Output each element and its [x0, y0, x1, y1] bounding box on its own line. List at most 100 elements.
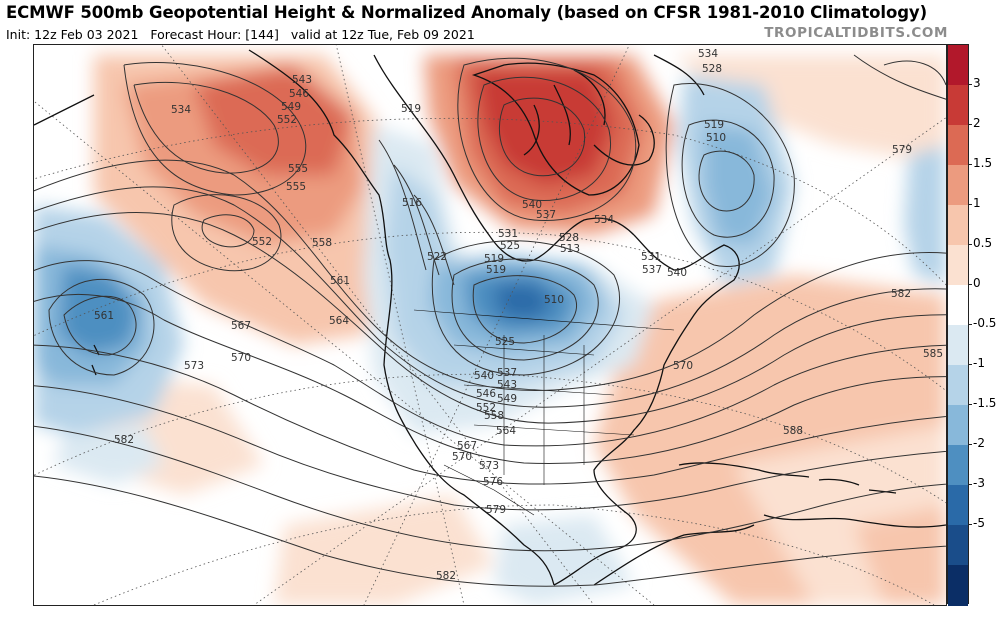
colorbar-tick [968, 364, 972, 365]
label-573: 573 [184, 360, 204, 372]
pacific-coast [248, 49, 555, 586]
label-585: 585 [923, 348, 943, 360]
label-549-s: 549 [497, 393, 517, 405]
label-540-s: 540 [474, 370, 494, 382]
map-panel: 534 528 519 510 579 582 585 588 543 546 … [33, 44, 947, 606]
label-570-s: 570 [452, 451, 472, 463]
label-582-e: 582 [891, 288, 911, 300]
colorbar-label: 0.5 [973, 236, 993, 250]
label-543: 543 [292, 74, 312, 86]
contour-labels: 534 528 519 510 579 582 585 588 543 546 … [94, 48, 943, 582]
label-519-c2: 519 [486, 264, 506, 276]
label-519-n: 519 [401, 103, 421, 115]
hawaii [91, 344, 100, 376]
label-534-e: 534 [594, 214, 614, 226]
colorbar-segment [948, 565, 968, 606]
chart-subtitle: Init: 12z Feb 03 2021 Forecast Hour: [14… [6, 27, 475, 42]
colorbar-segment [948, 525, 968, 566]
colorbar-tick [968, 244, 972, 245]
label-534-ne: 534 [698, 48, 718, 60]
label-579-ne: 579 [892, 144, 912, 156]
greenland-edge [653, 54, 705, 96]
label-546-s: 546 [476, 388, 496, 400]
colorbar-label: 1 [973, 196, 981, 210]
label-555-b: 555 [286, 181, 306, 193]
colorbar-tick [968, 404, 972, 405]
colorbar-label: -1.5 [973, 396, 997, 410]
colorbar-segment [948, 125, 968, 166]
state-lines [453, 335, 635, 485]
colorbar-tick [968, 524, 972, 525]
valid-time: valid at 12z Tue, Feb 09 2021 [290, 27, 475, 42]
anomaly-colorbar [947, 44, 969, 606]
label-537-n: 537 [536, 209, 556, 221]
colorbar-label: 2 [973, 116, 981, 130]
colorbar-tick [968, 84, 972, 85]
colorbar-tick [968, 164, 972, 165]
anomaly-cool-labrador-mid [704, 125, 774, 245]
colorbar-segment [948, 45, 968, 86]
colorbar-tick [968, 324, 972, 325]
colorbar-label: -3 [973, 476, 985, 490]
label-537-e: 537 [642, 264, 662, 276]
anomaly-warm-mexpac [274, 495, 494, 605]
cuba [678, 462, 810, 478]
label-588: 588 [783, 425, 803, 437]
label-552-n: 552 [277, 114, 297, 126]
label-570-e: 570 [673, 360, 693, 372]
label-540-e: 540 [667, 267, 687, 279]
colorbar-tick [968, 444, 972, 445]
anomaly-cool-sw [54, 425, 164, 485]
init-time: Init: 12z Feb 03 2021 [6, 27, 139, 42]
label-546: 546 [289, 88, 309, 100]
label-540-n: 540 [522, 199, 542, 211]
colorbar-tick [968, 124, 972, 125]
label-510-c: 510 [544, 294, 564, 306]
coastlines [34, 49, 946, 586]
map-canvas: 534 528 519 510 579 582 585 588 543 546 … [34, 45, 946, 605]
anomaly-cool-epac [494, 515, 634, 605]
label-525-s: 525 [495, 336, 515, 348]
label-558-s: 558 [484, 410, 504, 422]
anomaly-shading [34, 55, 946, 605]
label-558: 558 [312, 237, 332, 249]
colorbar-segment [948, 245, 968, 286]
colorbar-segment [948, 85, 968, 126]
hudson-bay-coast [373, 54, 635, 262]
label-510-lab: 510 [706, 132, 726, 144]
anomaly-cool-na-max [494, 283, 554, 320]
colorbar-segment [948, 165, 968, 206]
colorbar-segment [948, 285, 968, 326]
colorbar-segment [948, 205, 968, 246]
colorbar-segment [948, 405, 968, 446]
label-564: 564 [329, 315, 349, 327]
label-570: 570 [231, 352, 251, 364]
colorbar-tick [968, 284, 972, 285]
label-516: 516 [402, 197, 422, 209]
colorbar-label: 3 [973, 76, 981, 90]
south-america-coast [763, 514, 946, 528]
archipelago [523, 69, 606, 156]
anomaly-warm-sam [854, 505, 946, 605]
label-552-s: 552 [476, 402, 496, 414]
label-519-c: 519 [484, 253, 504, 265]
label-564-s: 564 [496, 425, 516, 437]
anomaly-cool-east [904, 145, 946, 285]
colorbar-segment [948, 365, 968, 406]
borders [413, 309, 675, 516]
colorbar-label: 1.5 [973, 156, 993, 170]
label-555-a: 555 [288, 163, 308, 175]
siberia-edge [34, 94, 95, 126]
label-576-s: 576 [483, 476, 503, 488]
hispaniola-pr [818, 478, 897, 494]
label-528-c: 528 [559, 232, 579, 244]
label-531-e: 531 [641, 251, 661, 263]
label-531-c: 531 [498, 228, 518, 240]
height-contours [34, 54, 946, 587]
central-america [593, 524, 755, 586]
colorbar-label: -2 [973, 436, 985, 450]
label-534-nw: 534 [171, 104, 191, 116]
label-549: 549 [281, 101, 301, 113]
colorbar-tick [968, 204, 972, 205]
label-561-mid: 561 [330, 275, 350, 287]
